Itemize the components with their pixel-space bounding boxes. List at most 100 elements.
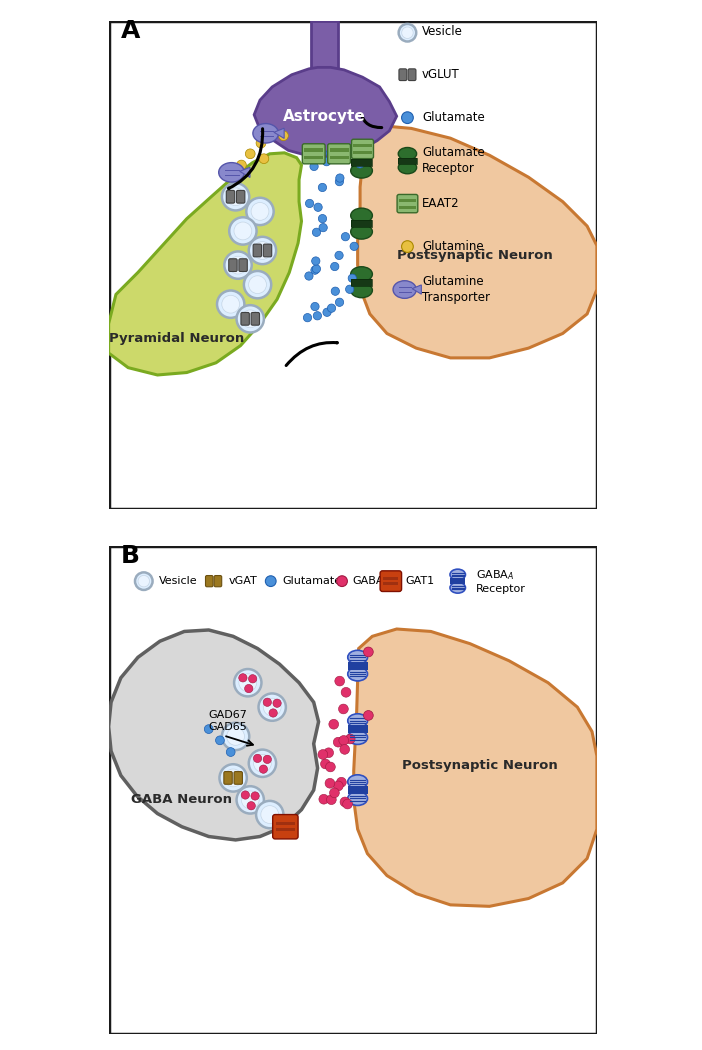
Bar	[350, 220, 373, 227]
Circle shape	[402, 240, 413, 252]
Ellipse shape	[253, 124, 279, 143]
Bar	[399, 206, 416, 209]
Text: Glutamate
Receptor: Glutamate Receptor	[422, 146, 485, 175]
Polygon shape	[109, 630, 319, 840]
Circle shape	[323, 308, 331, 316]
Circle shape	[336, 177, 343, 186]
Circle shape	[327, 304, 336, 312]
Circle shape	[340, 744, 350, 754]
Circle shape	[241, 791, 259, 808]
Circle shape	[331, 262, 339, 271]
FancyArrowPatch shape	[362, 114, 382, 127]
Circle shape	[336, 777, 346, 788]
Bar	[330, 148, 348, 151]
Ellipse shape	[347, 714, 368, 728]
Circle shape	[329, 788, 339, 798]
Circle shape	[341, 688, 351, 697]
Ellipse shape	[450, 569, 465, 580]
Text: Pyramidal Neuron: Pyramidal Neuron	[110, 332, 244, 344]
Circle shape	[345, 286, 354, 293]
Polygon shape	[274, 128, 284, 139]
Circle shape	[249, 237, 276, 265]
Circle shape	[222, 722, 249, 750]
FancyBboxPatch shape	[408, 69, 416, 81]
Circle shape	[343, 799, 352, 808]
Circle shape	[336, 154, 344, 163]
Text: vGLUT: vGLUT	[422, 68, 460, 81]
Bar	[347, 662, 368, 670]
Circle shape	[343, 150, 351, 159]
Circle shape	[204, 724, 213, 734]
Text: Glutamate: Glutamate	[422, 111, 485, 124]
FancyBboxPatch shape	[272, 815, 298, 839]
Text: GABA$_A$
Receptor: GABA$_A$ Receptor	[476, 568, 526, 594]
Circle shape	[258, 693, 286, 720]
Bar	[304, 148, 323, 151]
Ellipse shape	[450, 583, 465, 593]
Circle shape	[227, 728, 244, 746]
Ellipse shape	[351, 267, 372, 281]
Bar	[398, 158, 417, 164]
Circle shape	[225, 251, 252, 279]
Circle shape	[224, 769, 242, 786]
Circle shape	[245, 149, 255, 159]
Circle shape	[220, 764, 247, 792]
FancyBboxPatch shape	[263, 245, 272, 257]
Circle shape	[256, 801, 284, 828]
Circle shape	[305, 200, 314, 208]
Ellipse shape	[351, 225, 372, 239]
Circle shape	[237, 306, 264, 333]
Circle shape	[239, 674, 247, 682]
Circle shape	[329, 719, 338, 729]
Circle shape	[253, 754, 262, 762]
Text: A: A	[121, 19, 140, 43]
Circle shape	[216, 736, 225, 744]
Bar	[383, 583, 398, 585]
Ellipse shape	[347, 667, 368, 681]
Ellipse shape	[351, 208, 372, 223]
FancyBboxPatch shape	[214, 575, 222, 587]
Circle shape	[333, 781, 343, 791]
Circle shape	[402, 27, 413, 39]
Polygon shape	[254, 67, 397, 156]
Circle shape	[222, 183, 249, 210]
Polygon shape	[357, 126, 597, 358]
Circle shape	[318, 214, 326, 223]
Circle shape	[227, 188, 244, 206]
Circle shape	[322, 158, 331, 166]
FancyBboxPatch shape	[251, 313, 260, 326]
Bar	[347, 786, 368, 794]
Circle shape	[319, 224, 327, 232]
Circle shape	[229, 256, 247, 274]
Circle shape	[234, 669, 261, 696]
Circle shape	[399, 24, 416, 42]
Circle shape	[305, 272, 313, 280]
Circle shape	[326, 762, 336, 772]
Circle shape	[312, 228, 321, 236]
Polygon shape	[311, 21, 338, 69]
Text: Vesicle: Vesicle	[422, 25, 463, 38]
Text: GABA Neuron: GABA Neuron	[131, 794, 232, 806]
Circle shape	[259, 765, 267, 773]
FancyBboxPatch shape	[239, 258, 247, 272]
Ellipse shape	[347, 775, 368, 789]
FancyBboxPatch shape	[380, 571, 402, 591]
Bar	[398, 158, 417, 164]
FancyBboxPatch shape	[226, 190, 234, 203]
Circle shape	[364, 647, 373, 657]
Circle shape	[311, 302, 319, 311]
Circle shape	[251, 203, 269, 220]
Circle shape	[273, 699, 282, 708]
Text: Postsynaptic Neuron: Postsynaptic Neuron	[397, 249, 552, 261]
Circle shape	[318, 750, 328, 759]
Circle shape	[355, 153, 363, 161]
Bar	[350, 160, 373, 166]
Circle shape	[326, 795, 336, 804]
Circle shape	[338, 705, 348, 714]
Circle shape	[256, 139, 266, 148]
Circle shape	[230, 217, 256, 245]
Circle shape	[226, 748, 235, 756]
Circle shape	[249, 276, 267, 294]
Ellipse shape	[398, 147, 416, 160]
Circle shape	[249, 675, 257, 682]
